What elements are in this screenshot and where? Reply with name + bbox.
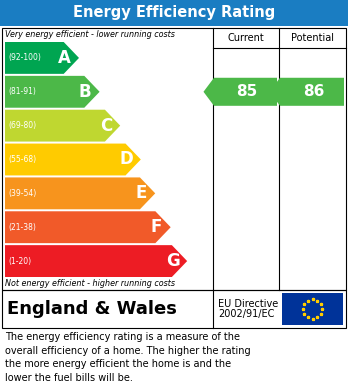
Text: (21-38): (21-38) [8, 223, 36, 232]
Polygon shape [5, 42, 79, 74]
Text: (55-68): (55-68) [8, 155, 36, 164]
Text: (92-100): (92-100) [8, 54, 41, 63]
Polygon shape [5, 110, 120, 142]
Text: F: F [151, 218, 162, 236]
Text: England & Wales: England & Wales [7, 300, 177, 318]
Polygon shape [204, 78, 277, 106]
Text: Energy Efficiency Rating: Energy Efficiency Rating [73, 5, 275, 20]
Polygon shape [5, 245, 187, 277]
Text: E: E [135, 185, 147, 203]
Polygon shape [5, 178, 155, 209]
Text: 2002/91/EC: 2002/91/EC [218, 309, 274, 319]
Text: Very energy efficient - lower running costs: Very energy efficient - lower running co… [5, 30, 175, 39]
Polygon shape [5, 211, 171, 243]
Text: Current: Current [228, 33, 264, 43]
Text: A: A [58, 49, 71, 67]
Text: Potential: Potential [291, 33, 334, 43]
Text: 85: 85 [236, 84, 258, 99]
Text: (39-54): (39-54) [8, 189, 36, 198]
Text: (69-80): (69-80) [8, 121, 36, 130]
Polygon shape [5, 143, 141, 176]
Bar [282, 293, 343, 325]
Text: B: B [79, 83, 92, 101]
Text: (81-91): (81-91) [8, 87, 36, 96]
Text: EU Directive: EU Directive [218, 299, 278, 309]
Text: 86: 86 [303, 84, 324, 99]
Text: C: C [100, 117, 112, 135]
Text: D: D [120, 151, 133, 169]
Bar [2, 290, 346, 328]
Polygon shape [269, 78, 344, 106]
Bar [2, 28, 346, 290]
Text: (1-20): (1-20) [8, 256, 31, 265]
Bar [0, 0, 348, 26]
Text: Not energy efficient - higher running costs: Not energy efficient - higher running co… [5, 279, 175, 288]
Text: The energy efficiency rating is a measure of the
overall efficiency of a home. T: The energy efficiency rating is a measur… [5, 332, 251, 383]
Polygon shape [5, 76, 100, 108]
Text: G: G [166, 252, 180, 270]
